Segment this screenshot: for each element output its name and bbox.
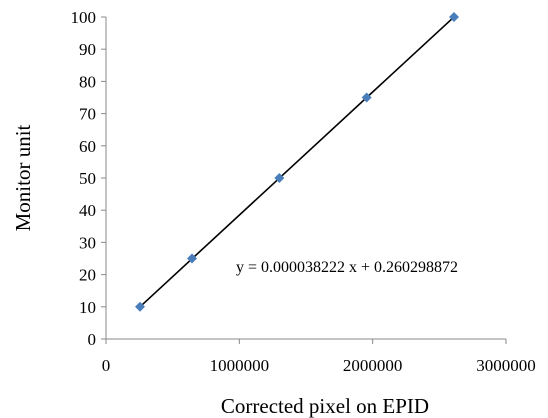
x-tick-label: 3000000 bbox=[476, 356, 536, 375]
y-axis-title: Monitor unit bbox=[11, 124, 35, 231]
y-tick-label: 30 bbox=[79, 233, 96, 252]
y-tick-label: 70 bbox=[79, 105, 96, 124]
y-tick-label: 0 bbox=[88, 330, 97, 349]
y-tick-label: 20 bbox=[79, 266, 96, 285]
y-tick-label: 90 bbox=[79, 40, 96, 59]
y-tick-label: 100 bbox=[71, 8, 97, 27]
y-tick-label: 50 bbox=[79, 169, 96, 188]
y-tick-label: 60 bbox=[79, 137, 96, 156]
trendline-equation: y = 0.000038222 x + 0.260298872 bbox=[236, 259, 458, 276]
x-axis-title: Corrected pixel on EPID bbox=[221, 394, 429, 418]
y-tick-label: 10 bbox=[79, 298, 96, 317]
x-tick-label: 2000000 bbox=[343, 356, 403, 375]
x-tick-label: 1000000 bbox=[210, 356, 270, 375]
axes: 0 10 20 30 40 50 60 70 80 90 100 0 1000000 2000000 300… bbox=[71, 8, 536, 375]
y-tick-label: 80 bbox=[79, 72, 96, 91]
x-tick-label: 0 bbox=[102, 356, 111, 375]
y-tick-label: 40 bbox=[79, 201, 96, 220]
